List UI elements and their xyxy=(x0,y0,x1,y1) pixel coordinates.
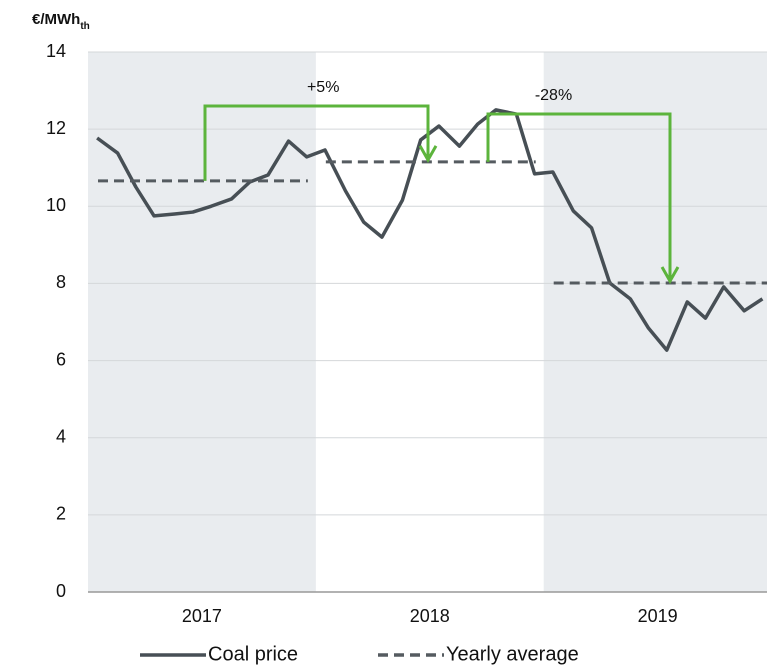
y-tick-label: 12 xyxy=(46,118,66,138)
y-tick-label: 0 xyxy=(56,581,66,601)
year-band xyxy=(543,52,767,592)
y-axis-label: €/MWhth xyxy=(32,11,90,32)
change-bracket xyxy=(203,104,430,181)
change-label: -28% xyxy=(535,87,572,104)
x-tick-label: 2018 xyxy=(410,606,450,626)
y-axis-unit: €/MWh xyxy=(32,11,80,28)
y-tick-label: 4 xyxy=(56,426,66,446)
y-tick-label: 8 xyxy=(56,272,66,292)
arrow-head xyxy=(660,266,680,285)
y-tick-label: 2 xyxy=(56,504,66,524)
change-bracket xyxy=(486,112,672,282)
change-label: +5% xyxy=(307,79,339,96)
legend-label: Coal price xyxy=(208,643,298,665)
arrow-head xyxy=(418,145,438,163)
y-axis-unit-sub: th xyxy=(80,21,89,32)
legend-label: Yearly average xyxy=(446,643,579,665)
y-tick-label: 10 xyxy=(46,195,66,215)
y-tick-label: 6 xyxy=(56,349,66,369)
x-tick-label: 2017 xyxy=(182,606,222,626)
x-tick-label: 2019 xyxy=(638,606,678,626)
price-line xyxy=(96,108,764,352)
year-band xyxy=(88,52,316,592)
y-tick-label: 14 xyxy=(46,41,66,61)
